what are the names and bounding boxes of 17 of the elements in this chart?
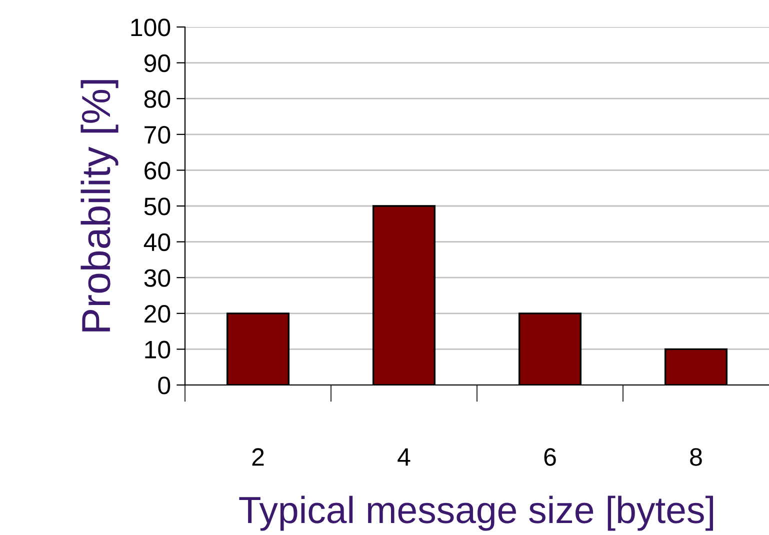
y-tick-label: 40 [144,233,170,252]
y-tick-label: 50 [144,198,170,216]
x-tick-label: 8 [690,448,702,466]
y-tick-label: 100 [131,18,170,36]
y-tick-label: 60 [144,162,170,180]
x-axis-title: Typical message size [bytes] [239,496,713,531]
y-axis-title: Probability [%] [80,80,118,332]
x-tick-label: 4 [398,448,410,466]
y-tick-label: 70 [144,126,170,144]
x-tick-label: 6 [544,448,556,466]
y-tick-label: 30 [144,269,170,287]
y-tick-label: 80 [144,90,170,108]
y-tick-label: 90 [144,54,170,72]
y-tick-label: 10 [145,340,170,359]
y-tick-label: 20 [144,305,170,323]
y-tick-label: 0 [158,376,170,394]
x-tick-label: 2 [252,448,264,466]
